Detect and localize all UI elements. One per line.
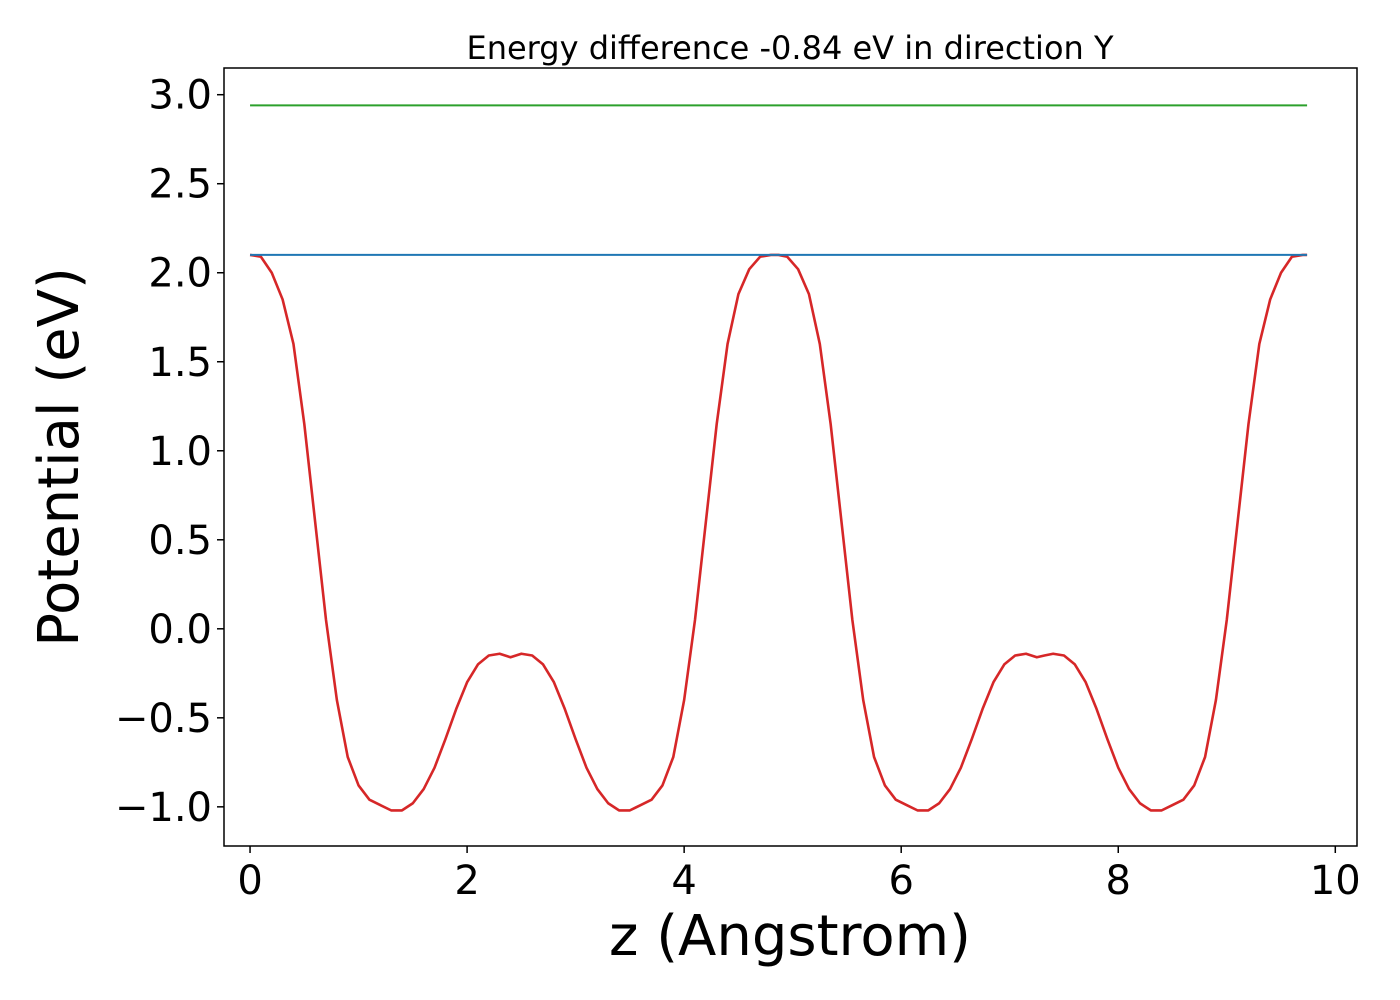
y-tick-label: 1.0 [148, 429, 212, 475]
y-axis-ticks: −1.0 −0.5 0.0 0.5 1.0 1.5 2.0 2.5 3.0 [115, 73, 224, 831]
series-layer [249, 104, 1308, 812]
x-axis-ticks: 0 2 4 6 8 10 [237, 846, 1361, 904]
series-line-potential [249, 253, 1308, 812]
y-tick-label: 0.0 [148, 607, 212, 653]
plot-frame [223, 67, 1358, 847]
chart-title: Energy difference -0.84 eV in direction … [466, 29, 1113, 67]
x-axis-label: z (Angstrom) [609, 904, 971, 969]
x-tick-label: 2 [454, 858, 479, 904]
x-tick-label: 10 [1310, 858, 1361, 904]
y-tick-label: 1.5 [148, 340, 212, 386]
x-tick-label: 6 [888, 858, 913, 904]
y-tick-label: 3.0 [148, 73, 212, 119]
y-tick-label: −0.5 [115, 696, 212, 742]
x-tick-label: 8 [1106, 858, 1131, 904]
y-tick-label: 2.5 [148, 162, 212, 208]
x-tick-label: 4 [671, 858, 696, 904]
y-tick-label: 2.0 [148, 251, 212, 297]
x-tick-label: 0 [237, 858, 262, 904]
y-axis-label: Potential (eV) [27, 267, 92, 647]
y-tick-label: −1.0 [115, 785, 212, 831]
y-tick-label: 0.5 [148, 518, 212, 564]
